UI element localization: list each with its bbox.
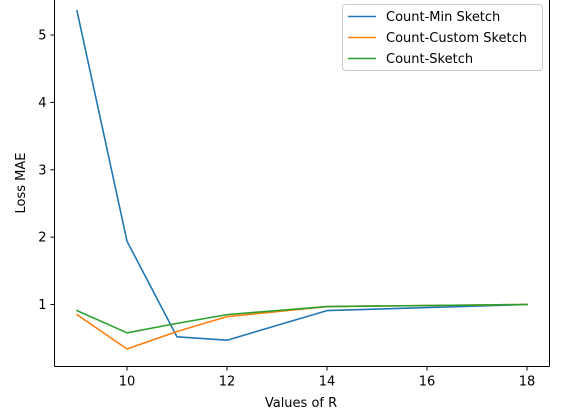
x-tick-label: 10 [119,375,136,390]
x-tick-label: 12 [219,375,236,390]
x-tick-label: 14 [319,375,336,390]
series-layer [75,9,528,350]
legend-label-1: Count-Min Sketch [386,10,500,25]
x-axis-label: Values of R [265,396,337,409]
series-line-1 [76,9,528,342]
legend-label-2: Count-Custom Sketch [386,31,527,46]
legend-label-3: Count-Sketch [386,52,473,67]
y-tick-label: 1 [38,298,46,313]
y-tick-label: 2 [38,231,46,246]
x-ticks: 10 12 14 16 18 [119,366,536,390]
y-ticks: 1 2 3 4 5 [38,29,55,313]
x-tick-label: 18 [519,375,536,390]
y-tick-label: 5 [38,29,46,44]
legend-box [342,4,543,71]
y-tick-label: 3 [38,163,46,178]
legend: Count-Min Sketch Count-Custom Sketch Count… [342,4,543,71]
x-tick-label: 16 [419,375,436,390]
axes-layer [54,0,550,367]
y-axis-label: Loss MAE [14,153,29,214]
series-line-3 [75,303,528,334]
y-tick-label: 4 [38,96,46,111]
